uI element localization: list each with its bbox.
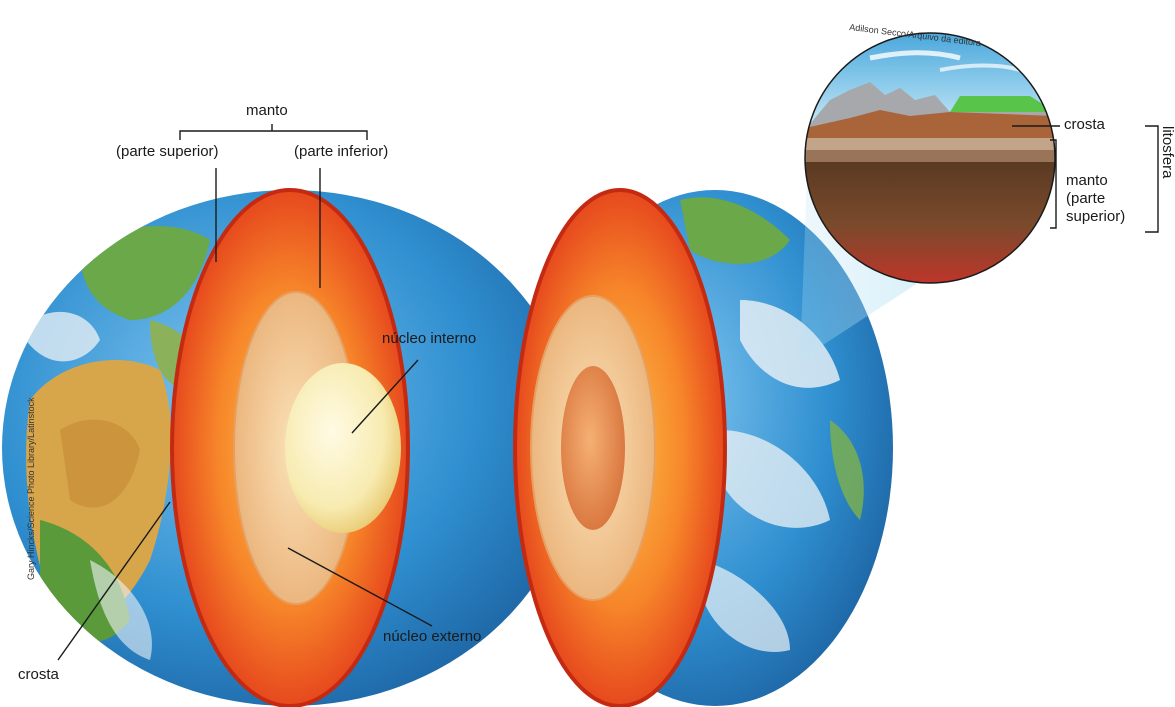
left-globe (2, 188, 578, 707)
leader-crosta-left (57, 501, 171, 661)
label-litosfera: litosfera (1159, 126, 1175, 179)
label-manto: manto (246, 102, 288, 119)
credit-left: Gary Hincks/Science Photo Library/Latins… (26, 397, 36, 580)
label-parte-superior: (parte superior) (116, 143, 219, 160)
right-globe-clouds (680, 197, 864, 652)
leader-lines (57, 124, 1159, 661)
left-inner-core (285, 363, 401, 533)
left-crust-rim (170, 188, 410, 707)
zoom-crust (805, 110, 1055, 140)
label-nucleo-externo: núcleo externo (383, 628, 482, 645)
manto-upper-bracket (1050, 139, 1057, 229)
litosfera-bracket (1145, 125, 1159, 233)
right-globe (513, 188, 893, 707)
manto-bracket (179, 130, 368, 140)
label-parte-inferior: (parte inferior) (294, 143, 389, 160)
label-crosta-right: crosta (1064, 116, 1105, 133)
zoom-circle-border (804, 32, 1056, 284)
right-inner-core (561, 366, 625, 530)
zoom-crust-lower (805, 138, 1055, 150)
right-crust-rim (513, 188, 727, 707)
left-globe-continents (20, 226, 210, 660)
label-crosta-left: crosta (18, 666, 59, 683)
leader-nucleo-interno (351, 359, 419, 434)
label-manto-parte-superior: manto (parte superior) (1066, 172, 1126, 225)
zoom-grass (950, 96, 1055, 112)
label-nucleo-interno: núcleo interno (382, 330, 477, 347)
leader-nucleo-externo (287, 547, 433, 627)
